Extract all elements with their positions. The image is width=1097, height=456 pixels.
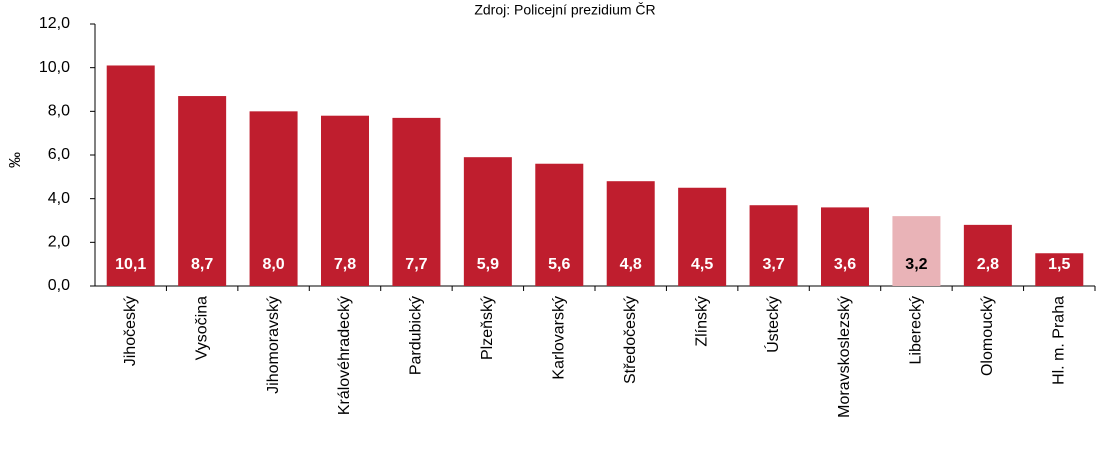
x-tick-label: Jihočeský — [122, 296, 139, 366]
bar — [463, 157, 512, 286]
bar — [392, 117, 441, 286]
value-label: 5,9 — [477, 256, 499, 273]
value-label: 3,2 — [905, 256, 927, 273]
x-tick-label: Královéhradecký — [336, 296, 353, 415]
y-tick-label: 8,0 — [48, 103, 70, 120]
x-tick-label: Hl. m. Praha — [1051, 296, 1068, 385]
value-label: 4,5 — [691, 256, 713, 273]
x-tick-label: Vysočina — [193, 296, 210, 360]
bar — [535, 163, 584, 286]
x-tick-label: Zlínský — [693, 296, 710, 347]
x-tick-label: Středočeský — [622, 296, 639, 384]
value-label: 4,8 — [620, 256, 642, 273]
y-axis-label: ‰ — [7, 152, 24, 168]
bar — [821, 207, 869, 286]
value-label: 5,6 — [548, 256, 570, 273]
bar — [749, 205, 798, 286]
bar — [178, 96, 227, 286]
x-tick-label: Olomoucký — [979, 296, 996, 376]
bar — [606, 181, 655, 286]
value-label: 7,7 — [405, 256, 427, 273]
bar — [321, 115, 369, 286]
chart-title: Zdroj: Policejní prezidium ČR — [474, 2, 655, 18]
y-tick-label: 0,0 — [48, 277, 70, 294]
x-tick-label: Moravskoslezský — [836, 296, 853, 418]
x-tick-label: Liberecký — [908, 296, 925, 364]
y-tick-label: 10,0 — [39, 59, 70, 76]
value-label: 3,7 — [762, 256, 784, 273]
x-tick-label: Pardubický — [408, 296, 425, 375]
y-tick-label: 4,0 — [48, 190, 70, 207]
value-label: 1,5 — [1048, 256, 1070, 273]
bar — [678, 187, 727, 286]
value-label: 3,6 — [834, 256, 856, 273]
value-label: 10,1 — [115, 256, 146, 273]
bar — [106, 65, 155, 286]
y-tick-label: 6,0 — [48, 146, 70, 163]
bar — [963, 224, 1012, 286]
x-tick-label: Ústecký — [763, 296, 782, 353]
bar — [1035, 253, 1084, 286]
y-tick-label: 2,0 — [48, 234, 70, 251]
x-tick-label: Jihomoravský — [265, 296, 282, 394]
value-label: 7,8 — [334, 256, 356, 273]
bar — [892, 216, 941, 286]
bar — [249, 111, 298, 286]
x-tick-label: Plzeňský — [479, 296, 496, 360]
value-label: 8,7 — [191, 256, 213, 273]
y-tick-label: 12,0 — [39, 15, 70, 32]
x-tick-label: Karlovarský — [551, 296, 568, 380]
value-label: 2,8 — [977, 256, 999, 273]
value-label: 8,0 — [262, 256, 284, 273]
